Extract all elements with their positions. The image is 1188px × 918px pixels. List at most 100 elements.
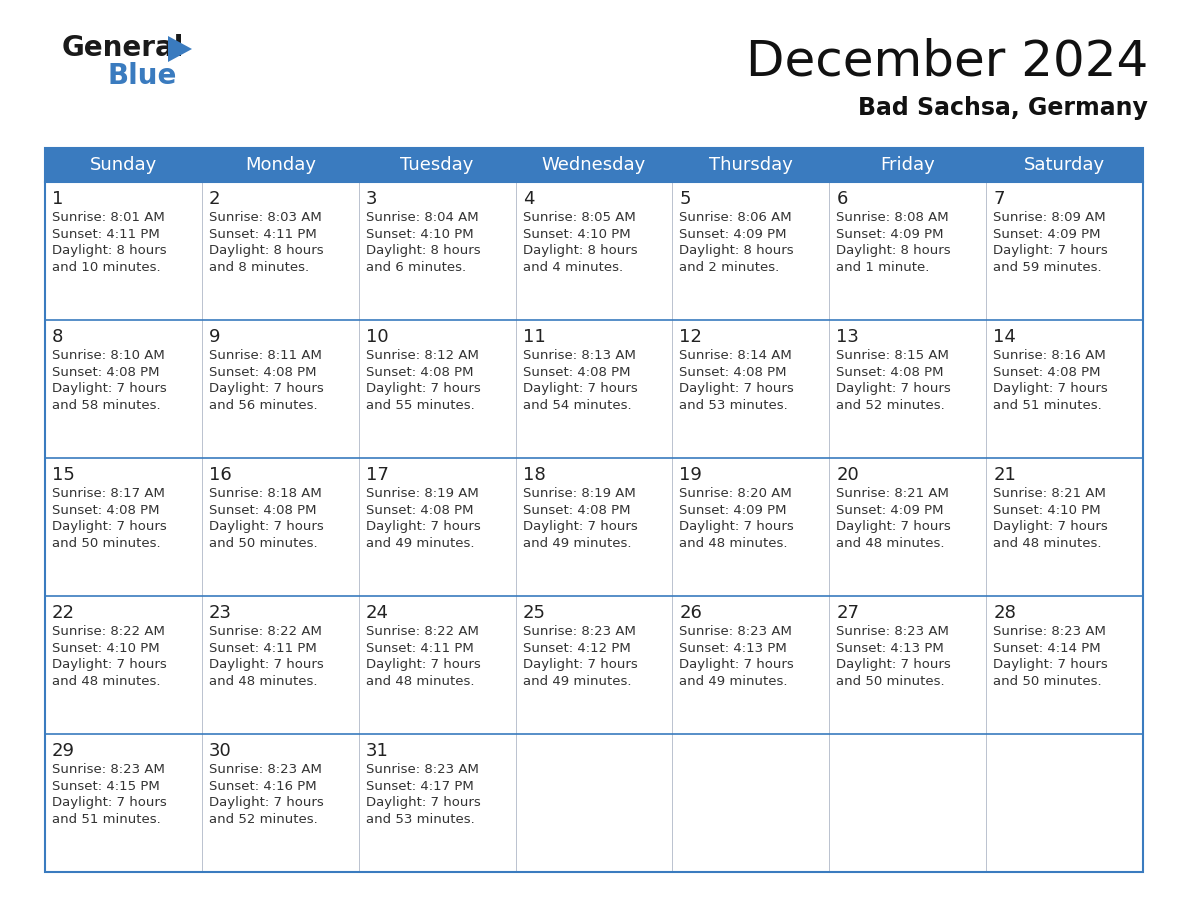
- Text: Sunset: 4:08 PM: Sunset: 4:08 PM: [523, 504, 630, 517]
- Text: Sunrise: 8:23 AM: Sunrise: 8:23 AM: [523, 625, 636, 638]
- Text: Sunrise: 8:22 AM: Sunrise: 8:22 AM: [52, 625, 165, 638]
- Text: and 53 minutes.: and 53 minutes.: [366, 813, 474, 826]
- Text: and 52 minutes.: and 52 minutes.: [836, 399, 944, 412]
- Text: Sunrise: 8:22 AM: Sunrise: 8:22 AM: [209, 625, 322, 638]
- Text: 28: 28: [993, 604, 1016, 622]
- Text: Sunset: 4:16 PM: Sunset: 4:16 PM: [209, 780, 316, 793]
- Text: and 48 minutes.: and 48 minutes.: [680, 537, 788, 550]
- Text: and 49 minutes.: and 49 minutes.: [523, 537, 631, 550]
- Text: Sunset: 4:08 PM: Sunset: 4:08 PM: [209, 366, 316, 379]
- Text: Sunset: 4:09 PM: Sunset: 4:09 PM: [836, 504, 943, 517]
- Text: and 49 minutes.: and 49 minutes.: [680, 675, 788, 688]
- Text: 12: 12: [680, 328, 702, 346]
- Text: Sunrise: 8:08 AM: Sunrise: 8:08 AM: [836, 211, 949, 224]
- Text: Daylight: 7 hours: Daylight: 7 hours: [523, 521, 637, 533]
- Text: 13: 13: [836, 328, 859, 346]
- Bar: [45, 182, 1143, 320]
- Text: Daylight: 7 hours: Daylight: 7 hours: [366, 658, 480, 671]
- Text: Bad Sachsa, Germany: Bad Sachsa, Germany: [858, 96, 1148, 120]
- Text: 30: 30: [209, 742, 232, 760]
- Text: and 50 minutes.: and 50 minutes.: [52, 537, 160, 550]
- Text: Sunset: 4:08 PM: Sunset: 4:08 PM: [523, 366, 630, 379]
- Text: 19: 19: [680, 466, 702, 484]
- Text: 2: 2: [209, 190, 220, 208]
- Text: Daylight: 7 hours: Daylight: 7 hours: [680, 383, 795, 396]
- Text: Sunrise: 8:01 AM: Sunrise: 8:01 AM: [52, 211, 165, 224]
- Text: Daylight: 7 hours: Daylight: 7 hours: [52, 797, 166, 810]
- Text: 8: 8: [52, 328, 63, 346]
- Text: Sunday: Sunday: [90, 156, 157, 174]
- Text: 24: 24: [366, 604, 388, 622]
- Text: Daylight: 7 hours: Daylight: 7 hours: [993, 383, 1108, 396]
- Text: and 48 minutes.: and 48 minutes.: [209, 675, 317, 688]
- Text: Sunset: 4:12 PM: Sunset: 4:12 PM: [523, 642, 631, 655]
- Text: Sunset: 4:08 PM: Sunset: 4:08 PM: [52, 504, 159, 517]
- Text: Sunrise: 8:04 AM: Sunrise: 8:04 AM: [366, 211, 479, 224]
- Text: Daylight: 7 hours: Daylight: 7 hours: [836, 521, 952, 533]
- Text: and 51 minutes.: and 51 minutes.: [52, 813, 160, 826]
- Text: Sunset: 4:09 PM: Sunset: 4:09 PM: [680, 228, 786, 241]
- Text: and 55 minutes.: and 55 minutes.: [366, 399, 474, 412]
- Text: Daylight: 7 hours: Daylight: 7 hours: [993, 521, 1108, 533]
- Text: Sunrise: 8:15 AM: Sunrise: 8:15 AM: [836, 350, 949, 363]
- Text: Sunrise: 8:11 AM: Sunrise: 8:11 AM: [209, 350, 322, 363]
- Text: Sunset: 4:08 PM: Sunset: 4:08 PM: [836, 366, 943, 379]
- Text: 21: 21: [993, 466, 1016, 484]
- Text: Daylight: 7 hours: Daylight: 7 hours: [52, 521, 166, 533]
- Text: and 48 minutes.: and 48 minutes.: [993, 537, 1101, 550]
- Text: Sunrise: 8:22 AM: Sunrise: 8:22 AM: [366, 625, 479, 638]
- Text: Daylight: 7 hours: Daylight: 7 hours: [209, 521, 323, 533]
- Text: Sunrise: 8:10 AM: Sunrise: 8:10 AM: [52, 350, 165, 363]
- Text: 14: 14: [993, 328, 1016, 346]
- Text: Sunset: 4:10 PM: Sunset: 4:10 PM: [523, 228, 630, 241]
- Text: 11: 11: [523, 328, 545, 346]
- Text: 23: 23: [209, 604, 232, 622]
- Text: Daylight: 7 hours: Daylight: 7 hours: [209, 383, 323, 396]
- Bar: [45, 596, 1143, 734]
- Bar: [45, 458, 1143, 596]
- Text: Sunset: 4:10 PM: Sunset: 4:10 PM: [366, 228, 473, 241]
- Text: Daylight: 8 hours: Daylight: 8 hours: [209, 244, 323, 257]
- Text: and 48 minutes.: and 48 minutes.: [366, 675, 474, 688]
- Text: and 8 minutes.: and 8 minutes.: [209, 261, 309, 274]
- Text: Daylight: 7 hours: Daylight: 7 hours: [366, 383, 480, 396]
- Text: Sunset: 4:11 PM: Sunset: 4:11 PM: [52, 228, 159, 241]
- Text: and 1 minute.: and 1 minute.: [836, 261, 930, 274]
- Text: Sunset: 4:10 PM: Sunset: 4:10 PM: [52, 642, 159, 655]
- Text: and 56 minutes.: and 56 minutes.: [209, 399, 317, 412]
- Text: 4: 4: [523, 190, 535, 208]
- Text: Sunset: 4:11 PM: Sunset: 4:11 PM: [209, 228, 317, 241]
- Text: and 53 minutes.: and 53 minutes.: [680, 399, 788, 412]
- Text: Sunset: 4:11 PM: Sunset: 4:11 PM: [209, 642, 317, 655]
- Text: Daylight: 8 hours: Daylight: 8 hours: [366, 244, 480, 257]
- Text: Sunset: 4:09 PM: Sunset: 4:09 PM: [836, 228, 943, 241]
- Text: 10: 10: [366, 328, 388, 346]
- Text: and 51 minutes.: and 51 minutes.: [993, 399, 1102, 412]
- Text: Sunrise: 8:16 AM: Sunrise: 8:16 AM: [993, 350, 1106, 363]
- Text: and 49 minutes.: and 49 minutes.: [523, 675, 631, 688]
- Text: 18: 18: [523, 466, 545, 484]
- Bar: [45, 148, 1143, 182]
- Text: Daylight: 7 hours: Daylight: 7 hours: [993, 244, 1108, 257]
- Text: Sunset: 4:17 PM: Sunset: 4:17 PM: [366, 780, 474, 793]
- Text: and 58 minutes.: and 58 minutes.: [52, 399, 160, 412]
- Text: Daylight: 7 hours: Daylight: 7 hours: [836, 658, 952, 671]
- Text: Sunrise: 8:03 AM: Sunrise: 8:03 AM: [209, 211, 322, 224]
- Text: Sunset: 4:11 PM: Sunset: 4:11 PM: [366, 642, 474, 655]
- Text: 22: 22: [52, 604, 75, 622]
- Text: Wednesday: Wednesday: [542, 156, 646, 174]
- Text: 16: 16: [209, 466, 232, 484]
- Text: Daylight: 7 hours: Daylight: 7 hours: [366, 521, 480, 533]
- Text: Sunrise: 8:19 AM: Sunrise: 8:19 AM: [523, 487, 636, 500]
- Text: Monday: Monday: [245, 156, 316, 174]
- Text: and 54 minutes.: and 54 minutes.: [523, 399, 631, 412]
- Text: Daylight: 8 hours: Daylight: 8 hours: [680, 244, 794, 257]
- Text: Sunrise: 8:06 AM: Sunrise: 8:06 AM: [680, 211, 792, 224]
- Text: Daylight: 7 hours: Daylight: 7 hours: [836, 383, 952, 396]
- Text: Sunrise: 8:23 AM: Sunrise: 8:23 AM: [366, 764, 479, 777]
- Text: Sunrise: 8:14 AM: Sunrise: 8:14 AM: [680, 350, 792, 363]
- Text: 31: 31: [366, 742, 388, 760]
- Text: Sunrise: 8:23 AM: Sunrise: 8:23 AM: [993, 625, 1106, 638]
- Text: and 50 minutes.: and 50 minutes.: [836, 675, 944, 688]
- Text: Sunset: 4:13 PM: Sunset: 4:13 PM: [836, 642, 944, 655]
